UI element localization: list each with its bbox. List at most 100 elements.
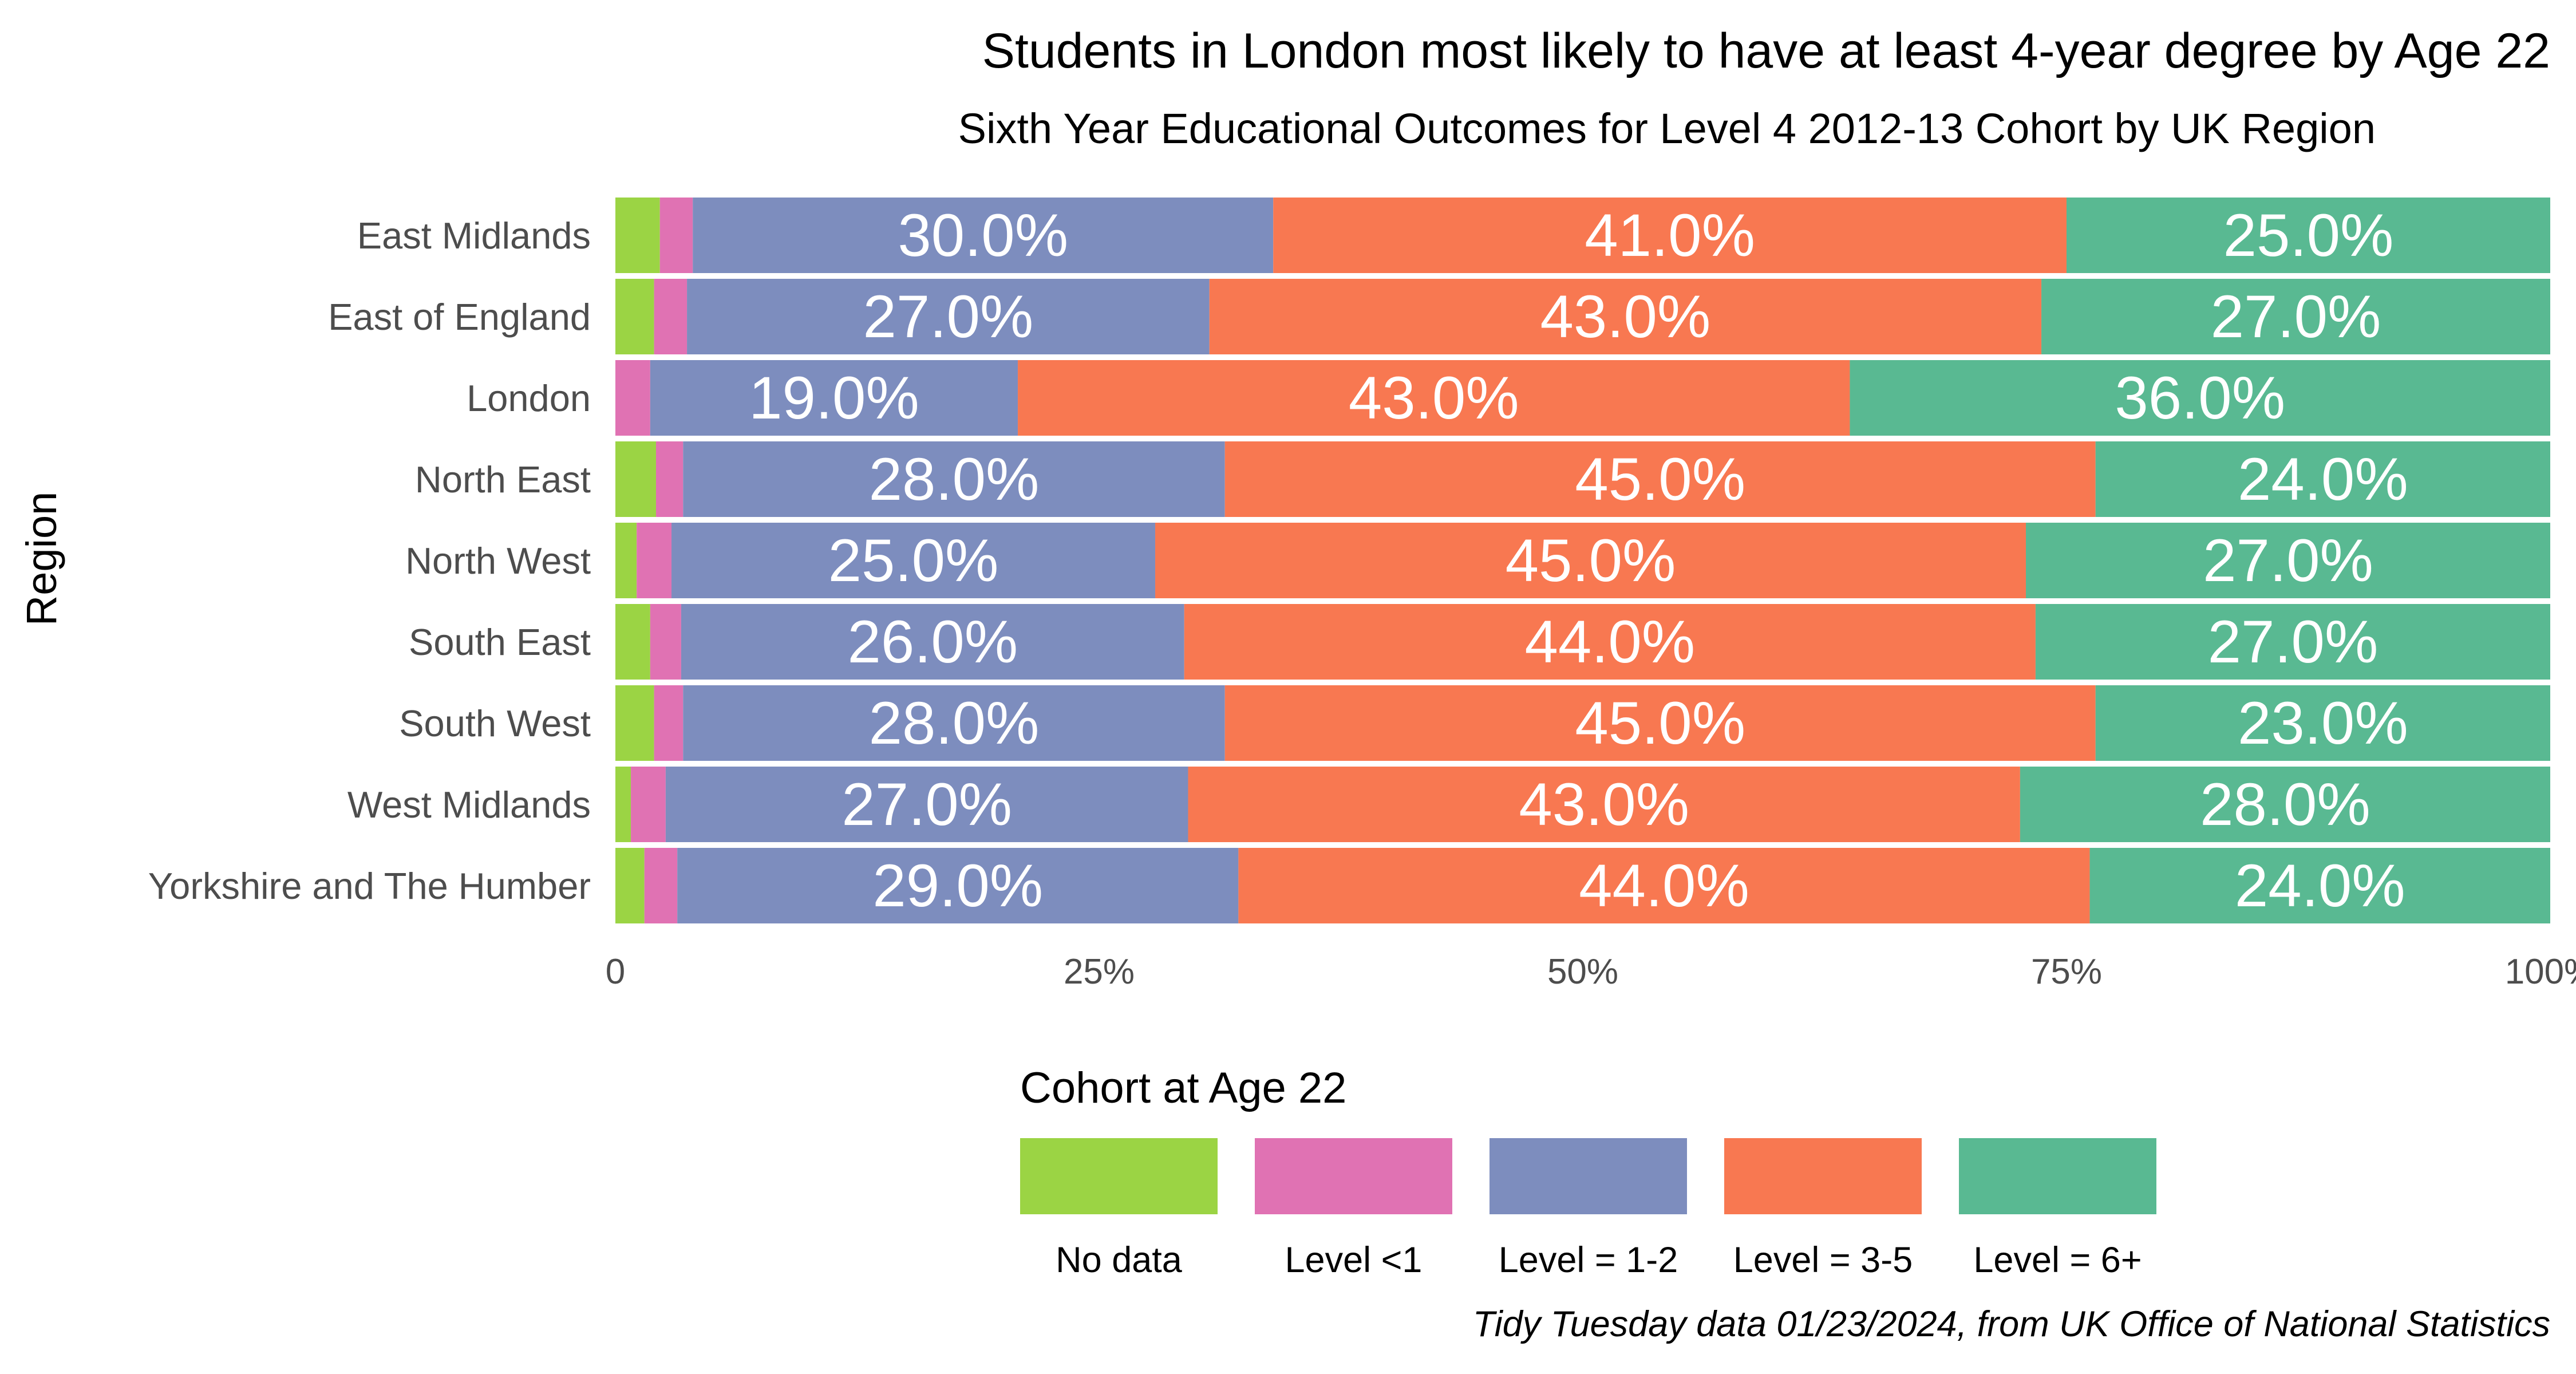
bar-north-east-level-3-5 — [1224, 441, 2096, 517]
legend-label-level-1: Level <1 — [1285, 1240, 1423, 1280]
data-label-south-west-level-3-5: 45.0% — [1575, 690, 1745, 757]
bar-yorkshire-and-the-humber-level-1-2 — [677, 848, 1239, 923]
legend-item-level-3-5: Level = 3-5 — [1724, 1138, 1922, 1280]
bar-east-midlands-level-3-5 — [1273, 198, 2067, 273]
category-label-london: London — [467, 377, 591, 419]
category-label-yorkshire-and-the-humber: Yorkshire and The Humber — [148, 865, 591, 907]
data-label-east-of-england-level-6: 27.0% — [2211, 283, 2381, 350]
bar-yorkshire-and-the-humber-level-3-5 — [1238, 848, 2090, 923]
bar-east-of-england-level-3-5 — [1209, 279, 2042, 354]
bar-south-east-level-1 — [650, 604, 681, 680]
x-tick-label-2: 50% — [1547, 952, 1618, 992]
data-label-yorkshire-and-the-humber-level-3-5: 44.0% — [1579, 852, 1749, 919]
bar-east-midlands-no-data — [615, 198, 660, 273]
y-axis-label: Region — [18, 492, 65, 626]
bar-north-east-level-1 — [655, 441, 683, 517]
data-label-west-midlands-level-1-2: 27.0% — [841, 771, 1012, 838]
bar-row-north-west: 25.0% 45.0% 27.0% — [615, 523, 2550, 598]
bar-london-level-1 — [615, 360, 650, 436]
y-axis-tick-labels: East Midlands East of England London North … — [148, 215, 591, 907]
legend-item-level-6: Level = 6+ — [1959, 1138, 2156, 1280]
bar-west-midlands-no-data — [615, 767, 631, 842]
bar-london-level-3-5 — [1018, 360, 1850, 436]
data-label-east-of-england-level-1-2: 27.0% — [863, 283, 1033, 350]
data-label-yorkshire-and-the-humber-level-1-2: 29.0% — [872, 852, 1043, 919]
x-tick-label-0: 0 — [606, 952, 625, 992]
data-label-west-midlands-level-6: 28.0% — [2200, 771, 2370, 838]
category-label-east-midlands: East Midlands — [357, 215, 591, 256]
legend-title: Cohort at Age 22 — [1020, 1064, 1346, 1112]
data-label-east-midlands-level-1-2: 30.0% — [898, 202, 1068, 269]
data-label-yorkshire-and-the-humber-level-6: 24.0% — [2235, 852, 2405, 919]
bar-yorkshire-and-the-humber-level-6 — [2089, 848, 2550, 923]
bar-london-level-6 — [1850, 360, 2550, 436]
bar-east-of-england-level-1-2 — [687, 279, 1210, 354]
x-tick-label-1: 25% — [1064, 952, 1135, 992]
plot-area: 30.0% 41.0% 25.0% 27.0% 43.0% 27.0% 19.0% 43.0%… — [615, 198, 2550, 923]
x-tick-label-3: 75% — [2031, 952, 2102, 992]
data-label-south-east-level-1-2: 26.0% — [847, 609, 1018, 676]
bar-east-of-england-level-1 — [654, 279, 688, 354]
bar-west-midlands-level-1 — [631, 767, 666, 842]
legend-swatch-no-data — [1020, 1138, 1218, 1214]
bar-yorkshire-and-the-humber-no-data — [615, 848, 645, 923]
data-label-east-midlands-level-3-5: 41.0% — [1585, 202, 1755, 269]
data-label-south-west-level-6: 23.0% — [2238, 690, 2408, 757]
bar-row-west-midlands: 27.0% 43.0% 28.0% — [615, 767, 2550, 842]
bar-south-west-level-6 — [2095, 685, 2550, 761]
bar-london-level-1-2 — [650, 360, 1018, 436]
bar-west-midlands-level-3-5 — [1188, 767, 2020, 842]
bar-north-east-no-data — [615, 441, 656, 517]
legend-swatch-level-1-2 — [1490, 1138, 1687, 1214]
bar-east-midlands-level-1-2 — [693, 198, 1274, 273]
bar-north-east-level-6 — [2095, 441, 2550, 517]
bar-south-west-no-data — [615, 685, 654, 761]
category-label-south-west: South West — [399, 702, 591, 744]
bar-east-of-england-level-6 — [2041, 279, 2550, 354]
bar-row-yorkshire-and-the-humber: 29.0% 44.0% 24.0% — [615, 848, 2550, 923]
legend-label-level-3-5: Level = 3-5 — [1733, 1240, 1913, 1280]
x-tick-label-4: 100% — [2505, 952, 2576, 992]
bar-north-west-no-data — [615, 523, 637, 598]
legend-swatch-level-1 — [1255, 1138, 1452, 1214]
legend-label-level-1-2: Level = 1-2 — [1499, 1240, 1678, 1280]
bar-east-of-england-no-data — [615, 279, 654, 354]
bar-east-midlands-level-6 — [2067, 198, 2550, 273]
data-label-north-west-level-6: 27.0% — [2203, 527, 2373, 594]
bar-south-east-level-3-5 — [1184, 604, 2036, 680]
chart-subtitle: Sixth Year Educational Outcomes for Leve… — [958, 105, 2376, 152]
bar-row-london: 19.0% 43.0% 36.0% — [615, 360, 2550, 436]
data-label-east-of-england-level-3-5: 43.0% — [1540, 283, 1710, 350]
bar-yorkshire-and-the-humber-level-1 — [644, 848, 678, 923]
category-label-south-east: South East — [409, 621, 591, 663]
legend-item-level-1: Level <1 — [1255, 1138, 1452, 1280]
bar-south-east-level-1-2 — [681, 604, 1184, 680]
chart-title: Students in London most likely to have a… — [982, 23, 2550, 78]
bar-north-west-level-6 — [2026, 523, 2550, 598]
data-label-south-west-level-1-2: 28.0% — [869, 690, 1040, 757]
legend-item-no-data: No data — [1020, 1138, 1218, 1280]
bar-west-midlands-level-1-2 — [665, 767, 1188, 842]
bar-north-east-level-1-2 — [683, 441, 1225, 517]
bar-row-north-east: 28.0% 45.0% 24.0% — [615, 441, 2550, 517]
legend: No data Level <1 Level = 1-2 Level = 3-5 Lev… — [1020, 1138, 2156, 1280]
data-label-north-east-level-6: 24.0% — [2238, 446, 2408, 513]
data-label-south-east-level-3-5: 44.0% — [1524, 609, 1695, 676]
bar-north-west-level-1-2 — [671, 523, 1156, 598]
data-label-london-level-1-2: 19.0% — [749, 365, 919, 432]
category-label-north-east: North East — [415, 459, 591, 500]
bar-south-east-level-6 — [2035, 604, 2550, 680]
chart-caption: Tidy Tuesday data 01/23/2024, from UK Of… — [1473, 1304, 2550, 1344]
bar-row-south-east: 26.0% 44.0% 27.0% — [615, 604, 2550, 680]
bar-south-west-level-3-5 — [1224, 685, 2096, 761]
data-label-east-midlands-level-6: 25.0% — [2223, 202, 2394, 269]
data-label-west-midlands-level-3-5: 43.0% — [1519, 771, 1689, 838]
legend-item-level-1-2: Level = 1-2 — [1490, 1138, 1687, 1280]
legend-label-no-data: No data — [1056, 1240, 1183, 1280]
category-label-north-west: North West — [405, 540, 591, 582]
bar-north-west-level-3-5 — [1155, 523, 2026, 598]
bar-row-south-west: 28.0% 45.0% 23.0% — [615, 685, 2550, 761]
bar-west-midlands-level-6 — [2020, 767, 2550, 842]
legend-label-level-6: Level = 6+ — [1973, 1240, 2142, 1280]
data-label-north-east-level-3-5: 45.0% — [1575, 446, 1745, 513]
